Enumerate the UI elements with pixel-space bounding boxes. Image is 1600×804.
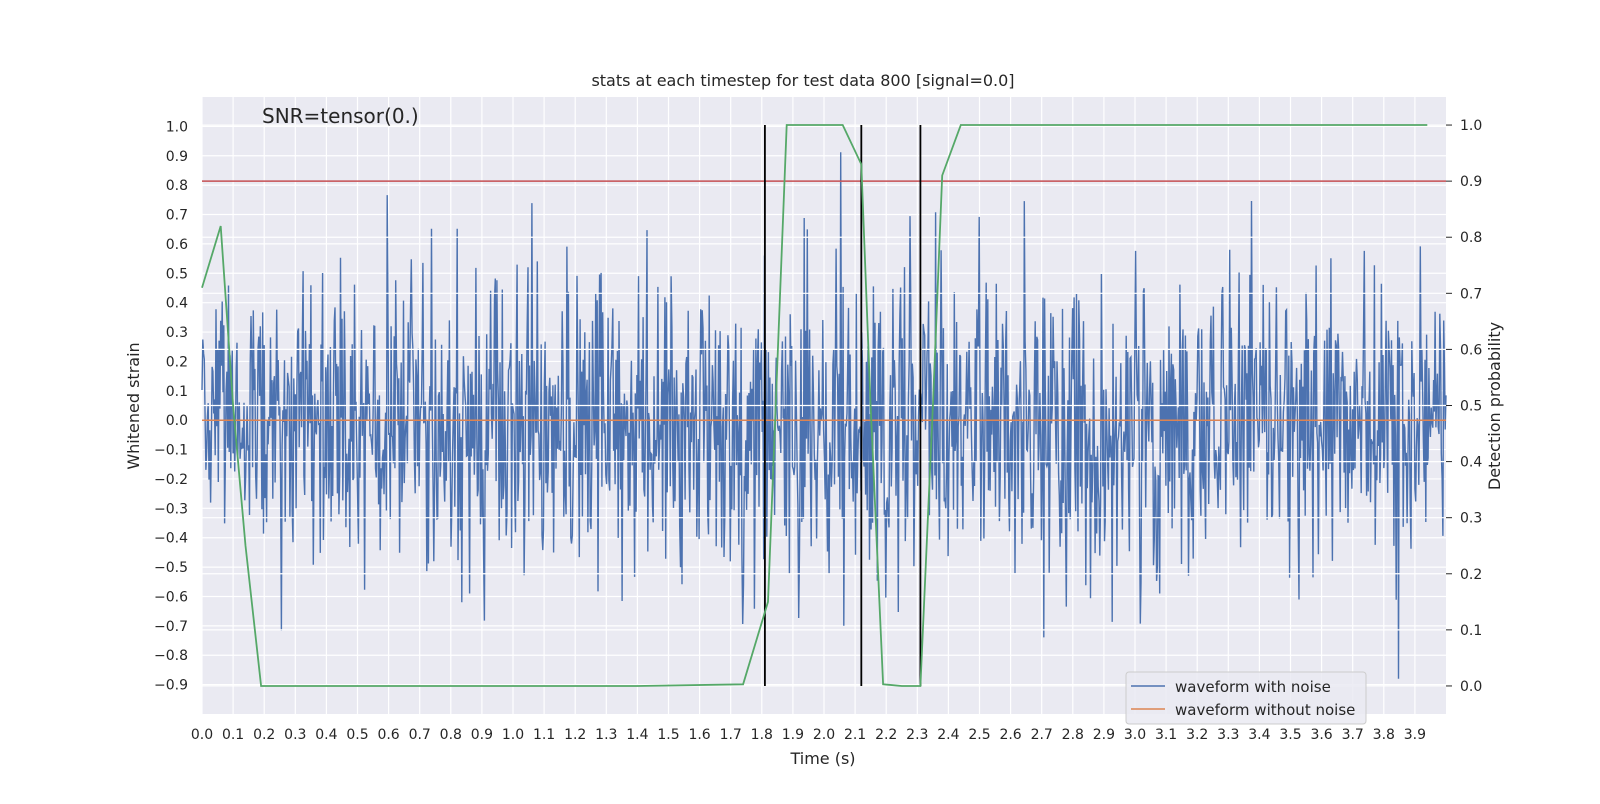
x-tick-label: 0.8 bbox=[440, 727, 462, 743]
x-tick-label: 1.5 bbox=[657, 727, 679, 743]
x-tick-label: 3.2 bbox=[1186, 727, 1208, 743]
x-tick-label: 2.0 bbox=[813, 727, 835, 743]
y-left-tick-label: −0.3 bbox=[154, 501, 188, 517]
x-tick-label: 1.2 bbox=[564, 727, 586, 743]
x-tick-label: 2.5 bbox=[968, 727, 990, 743]
x-tick-label: 0.0 bbox=[191, 727, 213, 743]
plot-area bbox=[201, 124, 1447, 687]
y-left-tick-label: 0.9 bbox=[166, 149, 188, 165]
x-tick-label: 1.8 bbox=[751, 727, 773, 743]
y-left-tick-label: −0.5 bbox=[154, 560, 188, 576]
x-tick-label: 3.6 bbox=[1310, 727, 1332, 743]
y-right-tick-label: 1.0 bbox=[1460, 118, 1482, 134]
x-tick-label: 0.3 bbox=[284, 727, 306, 743]
y-right-tick-label: 0.8 bbox=[1460, 230, 1482, 246]
y-right-tick-label: 0.0 bbox=[1460, 679, 1482, 695]
y-right-tick-label: 0.3 bbox=[1460, 511, 1482, 527]
x-tick-label: 0.6 bbox=[377, 727, 399, 743]
y-left-tick-label: 0.2 bbox=[166, 354, 188, 370]
x-tick-label: 0.1 bbox=[222, 727, 244, 743]
x-tick-label: 2.9 bbox=[1093, 727, 1115, 743]
detection-vertical-lines bbox=[764, 125, 922, 686]
x-tick-label: 1.9 bbox=[782, 727, 804, 743]
x-tick-label: 3.9 bbox=[1404, 727, 1426, 743]
x-tick-label: 0.9 bbox=[471, 727, 493, 743]
x-tick-label: 1.7 bbox=[720, 727, 742, 743]
x-tick-label: 3.7 bbox=[1342, 727, 1364, 743]
x-tick-label: 2.6 bbox=[999, 727, 1021, 743]
x-tick-label: 1.0 bbox=[502, 727, 524, 743]
y-left-tick-label: 0.1 bbox=[166, 384, 188, 400]
y-left-axis-label: Whitened strain bbox=[124, 342, 143, 469]
x-tick-label: 2.7 bbox=[1031, 727, 1053, 743]
series-waveform-with-noise bbox=[201, 152, 1447, 679]
legend-label-clean: waveform without noise bbox=[1175, 701, 1355, 719]
x-axis-ticks: 0.0 0.1 0.2 0.3 0.4 0.5 0.6 0.7 0.8 0.9 1.0 1.1 1.2 1… bbox=[191, 727, 1426, 743]
y-right-axis-label: Detection probability bbox=[1485, 322, 1504, 490]
y-right-tick-label: 0.1 bbox=[1460, 623, 1482, 639]
x-tick-label: 0.2 bbox=[253, 727, 275, 743]
y-left-tick-label: −0.7 bbox=[154, 619, 188, 635]
x-tick-label: 0.7 bbox=[409, 727, 431, 743]
x-tick-label: 1.3 bbox=[595, 727, 617, 743]
y-left-tick-label: −0.4 bbox=[154, 531, 188, 547]
y-left-tick-label: 0.0 bbox=[166, 413, 188, 429]
y-right-tick-label: 0.5 bbox=[1460, 399, 1482, 415]
x-tick-label: 1.1 bbox=[533, 727, 555, 743]
y-left-tick-label: −0.8 bbox=[154, 648, 188, 664]
y-left-tick-label: −0.6 bbox=[154, 589, 188, 605]
y-left-tick-label: −0.9 bbox=[154, 678, 188, 694]
y-right-axis-ticks: 1.0 0.9 0.8 0.7 0.6 0.5 0.4 0.3 0.2 0.1 0.0 bbox=[1446, 118, 1482, 695]
y-right-tick-label: 0.6 bbox=[1460, 342, 1482, 358]
snr-annotation: SNR=tensor(0.) bbox=[262, 104, 419, 128]
grid-horizontal bbox=[202, 125, 1446, 686]
y-left-tick-label: 0.7 bbox=[166, 208, 188, 224]
x-tick-label: 1.4 bbox=[626, 727, 648, 743]
x-tick-label: 2.8 bbox=[1062, 727, 1084, 743]
y-left-tick-label: 0.6 bbox=[166, 237, 188, 253]
y-right-tick-label: 0.7 bbox=[1460, 286, 1482, 302]
x-tick-label: 3.4 bbox=[1248, 727, 1270, 743]
y-right-tick-label: 0.4 bbox=[1460, 455, 1482, 471]
y-left-tick-label: 0.5 bbox=[166, 266, 188, 282]
series-detection-probability bbox=[201, 124, 1428, 687]
x-tick-label: 2.3 bbox=[906, 727, 928, 743]
y-right-tick-label: 0.2 bbox=[1460, 567, 1482, 583]
y-left-tick-label: 0.4 bbox=[166, 296, 188, 312]
x-axis-label: Time (s) bbox=[789, 749, 855, 768]
x-tick-label: 3.1 bbox=[1155, 727, 1177, 743]
y-left-tick-label: 0.3 bbox=[166, 325, 188, 341]
y-left-tick-label: −0.1 bbox=[154, 443, 188, 459]
chart-title: stats at each timestep for test data 800… bbox=[591, 71, 1014, 90]
y-left-tick-label: 0.8 bbox=[166, 178, 188, 194]
y-left-axis-ticks: 1.0 0.9 0.8 0.7 0.6 0.5 0.4 0.3 0.2 0.1 0.0 −0.1 −0.… bbox=[154, 119, 188, 693]
x-tick-label: 2.4 bbox=[937, 727, 959, 743]
legend: waveform with noise waveform without noi… bbox=[1125, 671, 1367, 725]
x-tick-label: 3.8 bbox=[1373, 727, 1395, 743]
y-left-tick-label: −0.2 bbox=[154, 472, 188, 488]
x-tick-label: 3.0 bbox=[1124, 727, 1146, 743]
x-tick-label: 0.5 bbox=[346, 727, 368, 743]
x-tick-label: 2.1 bbox=[844, 727, 866, 743]
x-tick-label: 0.4 bbox=[315, 727, 337, 743]
x-tick-label: 3.5 bbox=[1279, 727, 1301, 743]
x-tick-label: 2.2 bbox=[875, 727, 897, 743]
y-right-tick-label: 0.9 bbox=[1460, 174, 1482, 190]
x-tick-label: 1.6 bbox=[688, 727, 710, 743]
x-tick-label: 3.3 bbox=[1217, 727, 1239, 743]
legend-label-noise: waveform with noise bbox=[1175, 678, 1331, 696]
y-left-tick-label: 1.0 bbox=[166, 119, 188, 135]
